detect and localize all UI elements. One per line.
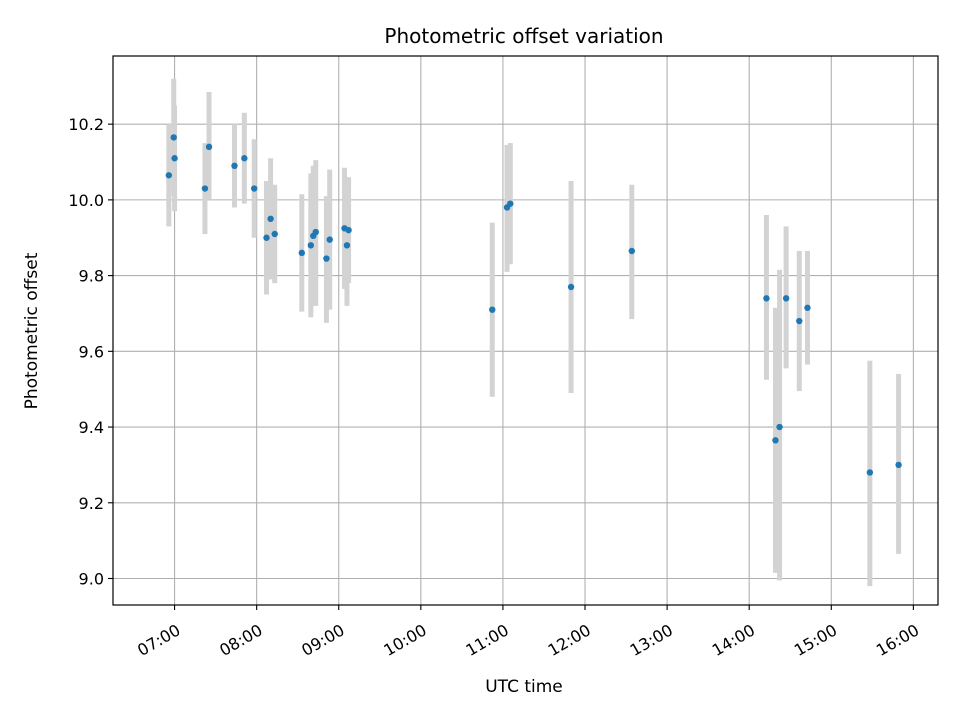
data-point [298,249,306,257]
y-tick-label: 9.2 [79,494,104,513]
y-tick-label: 10.2 [68,115,104,134]
data-point [231,162,238,169]
point-layer [165,134,902,476]
data-point [776,423,783,431]
plot-frame [112,55,939,606]
data-point [165,172,173,179]
data-point [507,200,514,207]
y-tick-label: 9.0 [79,569,104,588]
data-point [205,143,213,151]
data-point [171,155,178,162]
chart-title: Photometric offset variation [384,24,663,48]
y-axis-label: Photometric offset [22,252,42,409]
y-tick-label: 9.6 [79,342,104,361]
data-point [796,317,803,325]
data-point [170,134,177,141]
data-point [489,306,496,313]
y-tick-label: 9.4 [79,418,104,437]
data-point [271,230,278,238]
data-point [201,185,209,192]
data-point [267,215,274,223]
data-point [866,469,874,476]
data-point [241,155,248,162]
data-point [345,226,352,234]
data-point [250,185,258,192]
data-point [307,242,315,249]
data-point [804,304,811,311]
data-point [763,295,770,302]
x-axis-label: UTC time [485,677,563,697]
data-point [326,236,333,243]
data-point [895,461,902,469]
y-tick-label: 10.0 [68,191,104,210]
data-point [567,283,575,291]
data-point [782,295,790,302]
y-tick-label: 9.8 [79,267,104,286]
data-point [772,437,779,444]
data-point [323,255,330,262]
data-point [263,234,270,241]
data-point [628,247,636,255]
data-point [312,228,319,236]
data-point [343,242,351,249]
